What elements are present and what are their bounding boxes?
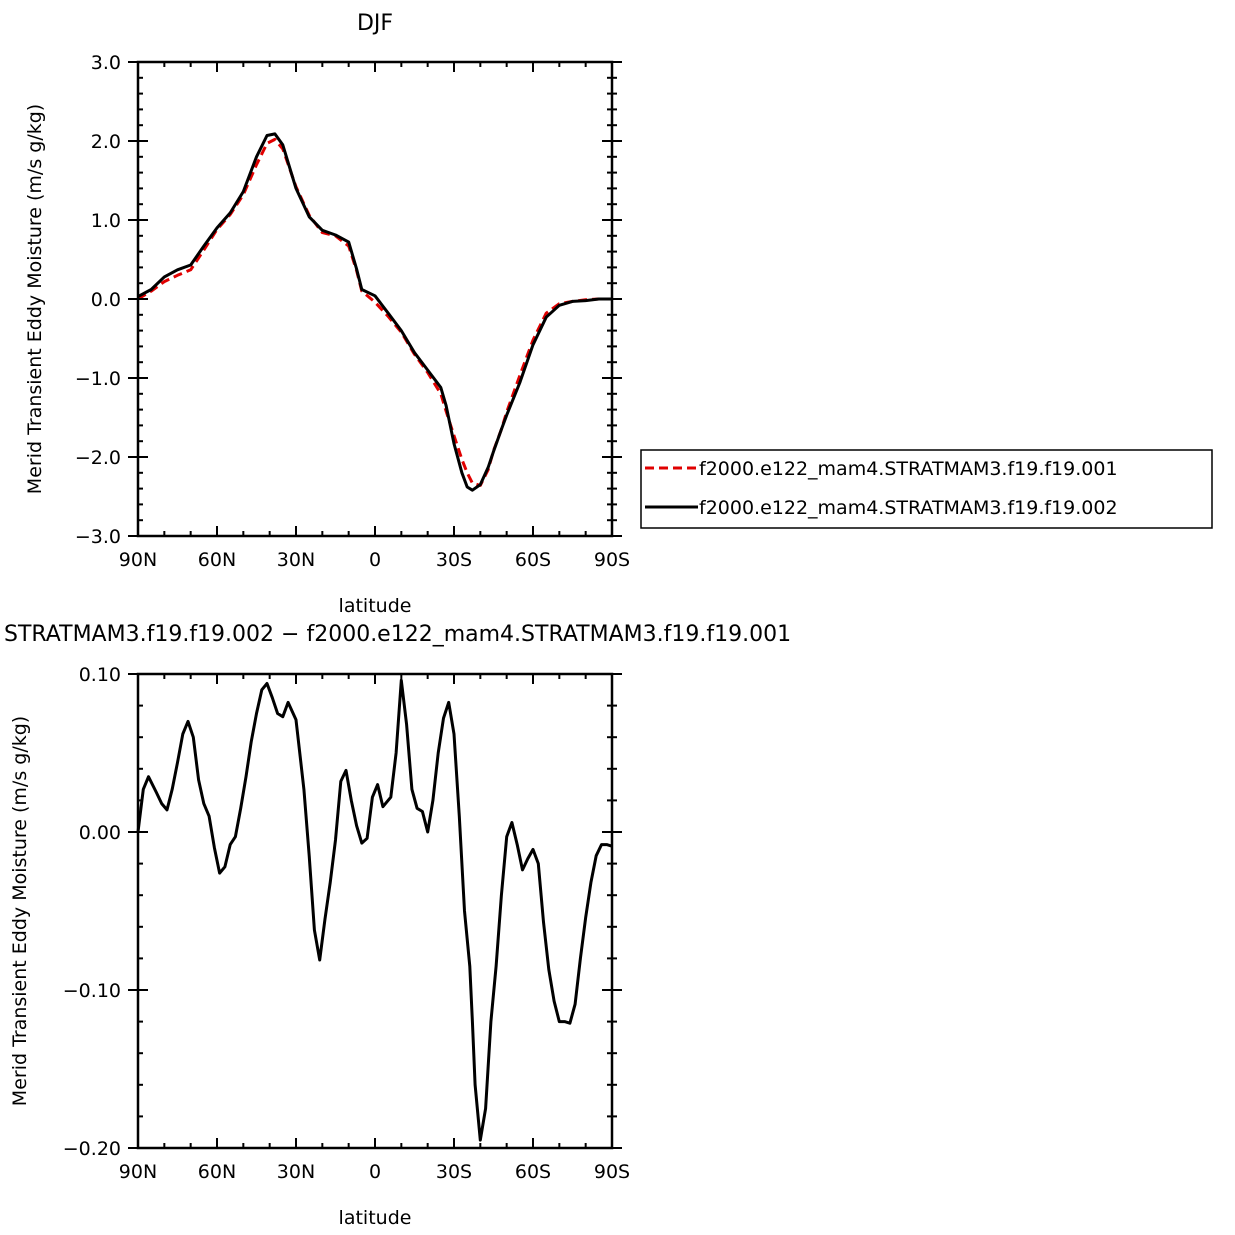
legend-box bbox=[640, 449, 1213, 529]
top-y-tick-label: 3.0 bbox=[91, 52, 121, 74]
legend-label-series-1: f2000.e122_mam4.STRATMAM3.f19.f19.001 bbox=[699, 458, 1118, 480]
top-x-axis-label: latitude bbox=[339, 595, 412, 617]
top-y-tick-label: 0.0 bbox=[91, 289, 121, 311]
top-x-tick-label: 0 bbox=[369, 549, 381, 571]
bottom-series-lines bbox=[136, 678, 613, 1142]
top-y-tick-label: −2.0 bbox=[75, 447, 121, 469]
top-x-tick-label: 30N bbox=[277, 549, 315, 571]
top-series-lines bbox=[137, 132, 612, 492]
bottom-x-tick-label: 60N bbox=[198, 1161, 236, 1183]
top-y-axis-label: Merid Transient Eddy Moisture (m/s g/kg) bbox=[24, 104, 46, 494]
bottom-x-tick-label: 0 bbox=[369, 1161, 381, 1183]
top-series-line-1 bbox=[137, 137, 612, 487]
bottom-y-tick-label: −0.10 bbox=[63, 980, 121, 1002]
bottom-chart-title: STRATMAM3.f19.f19.002 − f2000.e122_mam4.… bbox=[4, 622, 791, 647]
legend: f2000.e122_mam4.STRATMAM3.f19.f19.001 f2… bbox=[640, 449, 1213, 529]
top-panel: DJF 90N 60N 30N 0 30S 60S 90S 3.0 2.0 1.0 0.0 −1.0 −… bbox=[24, 11, 630, 617]
bottom-series-line-1 bbox=[136, 678, 613, 1142]
bottom-y-tick-label: −0.20 bbox=[63, 1138, 121, 1160]
top-series-line-2 bbox=[137, 132, 612, 492]
top-x-tick-label: 90S bbox=[594, 549, 630, 571]
bottom-y-tick-label: 0.10 bbox=[79, 664, 121, 686]
top-x-tick-label: 60N bbox=[198, 549, 236, 571]
top-y-tick-label: 2.0 bbox=[91, 131, 121, 153]
top-x-tick-label: 90N bbox=[119, 549, 157, 571]
bottom-x-tick-label: 30N bbox=[277, 1161, 315, 1183]
top-chart-title: DJF bbox=[357, 11, 393, 36]
bottom-x-tick-label: 90N bbox=[119, 1161, 157, 1183]
legend-label-series-2: f2000.e122_mam4.STRATMAM3.f19.f19.002 bbox=[699, 497, 1118, 519]
bottom-panel: STRATMAM3.f19.f19.002 − f2000.e122_mam4.… bbox=[4, 622, 791, 1229]
bottom-y-tick-label: 0.00 bbox=[79, 822, 121, 844]
top-x-tick-label: 30S bbox=[436, 549, 472, 571]
bottom-y-axis-label: Merid Transient Eddy Moisture (m/s g/kg) bbox=[9, 716, 31, 1106]
bottom-x-axis-label: latitude bbox=[339, 1207, 412, 1229]
top-plot-frame bbox=[136, 60, 614, 538]
bottom-x-tick-label: 30S bbox=[436, 1161, 472, 1183]
bottom-x-tick-label: 60S bbox=[515, 1161, 551, 1183]
bottom-plot-frame bbox=[136, 672, 614, 1150]
top-y-tick-label: −1.0 bbox=[75, 368, 121, 390]
top-x-tick-label: 60S bbox=[515, 549, 551, 571]
top-y-tick-label: 1.0 bbox=[91, 210, 121, 232]
bottom-axis-ticks: 90N 60N 30N 0 30S 60S 90S 0.10 0.00 −0.10 −0.20 bbox=[63, 664, 630, 1183]
bottom-x-tick-label: 90S bbox=[594, 1161, 630, 1183]
top-y-tick-label: −3.0 bbox=[75, 526, 121, 548]
